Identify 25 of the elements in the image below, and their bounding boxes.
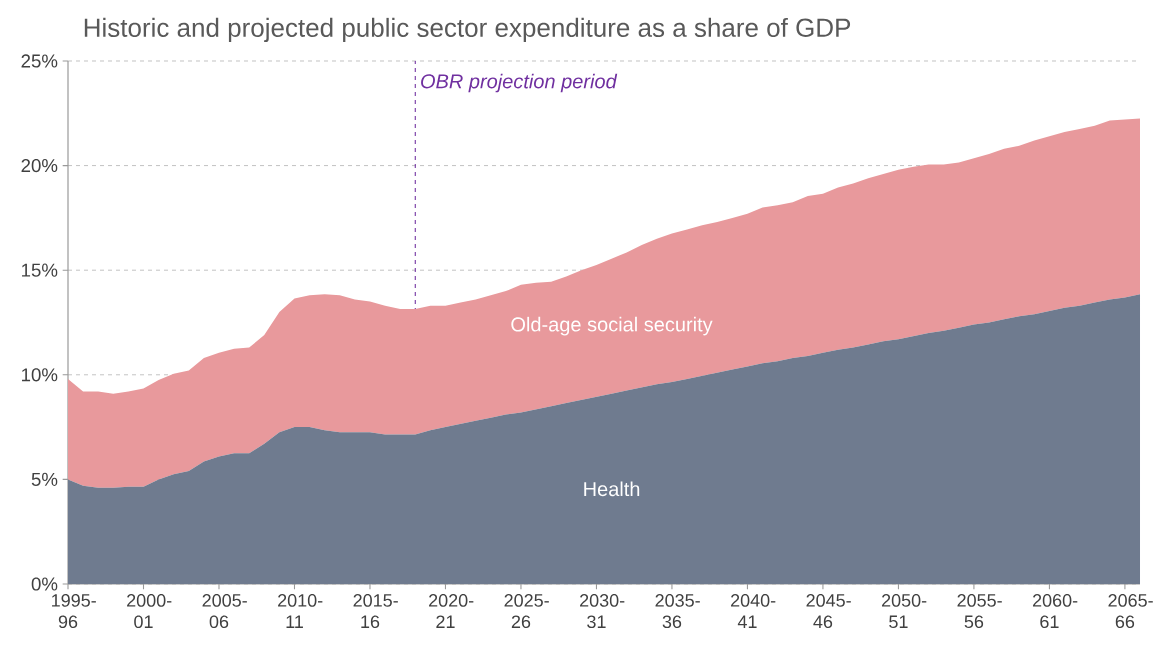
series-label: Health <box>584 481 640 497</box>
y-tick-label: 20% <box>21 158 58 173</box>
y-tick-label: 10% <box>22 368 58 382</box>
annotation: OBR projection period <box>421 73 618 93</box>
chart-title: Historic and projected public sector expenditure as a share of GDP <box>84 17 851 43</box>
y-tick-label: 5% <box>31 472 58 486</box>
x-tick-label: 2010-11 <box>278 594 323 628</box>
x-tick-label: 2015-16 <box>353 594 398 629</box>
x-tick-label: 2000-01 <box>127 594 172 629</box>
y-tick-label: 0% <box>31 577 58 591</box>
x-tick-label: 2065-66 <box>1108 594 1153 629</box>
x-tick-label: 2055-56 <box>957 594 1002 629</box>
y-tick-label: 25% <box>21 54 58 68</box>
x-tick-label: 2025-26 <box>504 594 549 629</box>
series-label: Old-age social security <box>511 316 713 336</box>
x-tick-label: 2060-61 <box>1032 594 1078 629</box>
x-tick-label: 2005-06 <box>202 594 247 629</box>
x-tick-label: 2040-41 <box>731 594 776 628</box>
x-tick-label: 2045-46 <box>806 594 851 629</box>
x-tick-label: 2020-21 <box>429 594 474 628</box>
x-tick-label: 2035-36 <box>655 594 700 629</box>
x-tick-label: 2030-31 <box>580 594 625 629</box>
x-tick-label: 1995-96 <box>52 594 96 629</box>
y-tick-label: 15% <box>22 263 58 277</box>
x-tick-label: 2050-51 <box>882 594 927 629</box>
